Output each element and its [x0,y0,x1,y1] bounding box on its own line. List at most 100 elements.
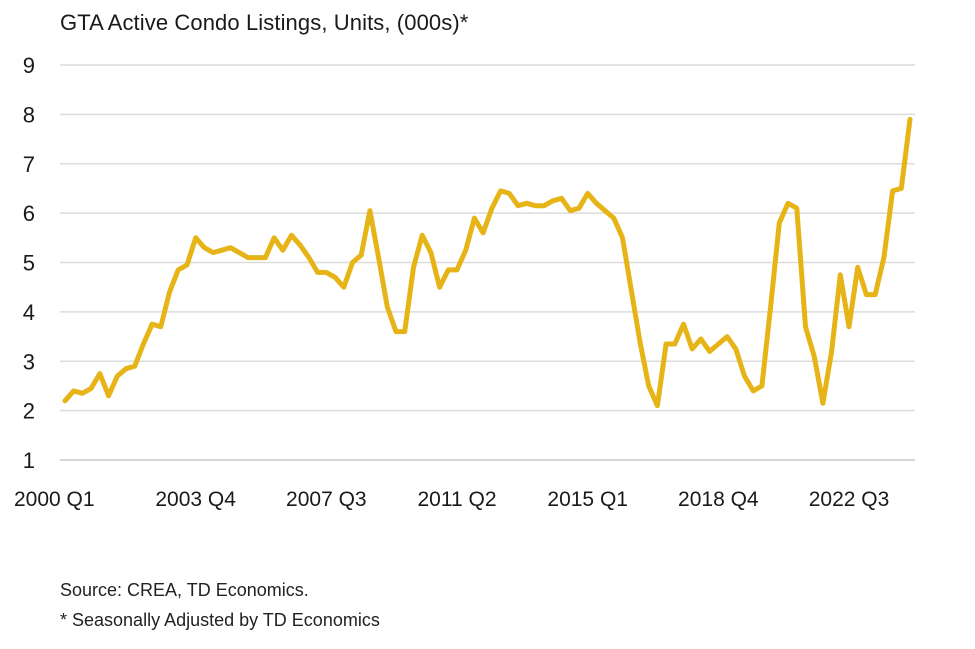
data-point [751,388,756,393]
data-point [881,255,886,260]
data-point [533,203,538,208]
data-point [698,337,703,342]
data-point [219,248,224,253]
data-point [489,206,494,211]
data-point [420,233,425,238]
y-tick-label: 8 [23,102,35,127]
seasonal-adjustment-note: * Seasonally Adjusted by TD Economics [60,610,380,630]
data-point [690,346,695,351]
source-note: Source: CREA, TD Economics. [60,580,309,600]
data-point [115,374,120,379]
data-point [272,235,277,240]
data-point [324,270,329,275]
data-point [611,216,616,221]
data-point [829,349,834,354]
data-point [446,267,451,272]
data-point [211,250,216,255]
data-point [376,255,381,260]
data-point [350,260,355,265]
data-point [228,245,233,250]
series-layer [62,116,913,409]
data-point [847,324,852,329]
data-point [385,304,390,309]
data-point [428,250,433,255]
data-point [158,324,163,329]
data-point [568,208,573,213]
y-tick-label: 7 [23,152,35,177]
data-point [394,329,399,334]
data-point [803,324,808,329]
data-point [237,250,242,255]
data-point [167,290,172,295]
data-point [245,255,250,260]
data-point [263,255,268,260]
data-point [646,383,651,388]
data-point [585,191,590,196]
data-point [786,201,791,206]
data-point [455,267,460,272]
data-point [681,322,686,327]
x-tick-label: 2003 Q4 [155,488,236,511]
y-tick-label: 2 [23,399,35,424]
data-point [202,245,207,250]
data-point [672,342,677,347]
x-tick-label: 2011 Q2 [418,488,497,511]
data-point [716,342,721,347]
data-point [742,374,747,379]
data-point [864,292,869,297]
y-axis-ticks: 1 2 3 4 5 6 7 8 9 [23,53,35,473]
data-point [855,265,860,270]
x-tick-label: 2018 Q4 [678,488,759,511]
data-point [315,270,320,275]
data-point [908,117,913,122]
data-point [333,275,338,280]
data-point [124,366,129,371]
data-point [873,292,878,297]
data-point [542,203,547,208]
data-point [437,285,442,290]
data-point [707,349,712,354]
x-tick-label: 2007 Q3 [286,488,367,511]
data-point [254,255,259,260]
data-point [367,208,372,213]
data-point [820,401,825,406]
data-point [481,230,486,235]
data-point [89,386,94,391]
data-point [298,243,303,248]
y-tick-label: 6 [23,201,35,226]
data-point [594,201,599,206]
data-point [150,322,155,327]
data-point [516,203,521,208]
data-point [725,334,730,339]
data-point [838,272,843,277]
data-point [629,287,634,292]
data-point [620,235,625,240]
data-point [463,248,468,253]
data-point [664,342,669,347]
data-point [341,285,346,290]
data-point [794,206,799,211]
data-point [759,383,764,388]
data-point [577,206,582,211]
data-point [132,364,137,369]
data-point [63,398,68,403]
y-tick-label: 1 [23,448,35,473]
x-tick-label: 2000 Q1 [14,488,95,511]
data-point [777,221,782,226]
data-point [498,188,503,193]
data-point [768,304,773,309]
data-point [359,253,364,258]
data-point [185,263,190,268]
data-point [812,354,817,359]
y-tick-label: 3 [23,349,35,374]
data-point [472,216,477,221]
data-point [97,371,102,376]
data-point [655,403,660,408]
chart-title: GTA Active Condo Listings, Units, (000s)… [60,10,469,35]
data-point [106,393,111,398]
data-point [306,255,311,260]
data-point [524,201,529,206]
data-point [280,248,285,253]
data-point [411,265,416,270]
